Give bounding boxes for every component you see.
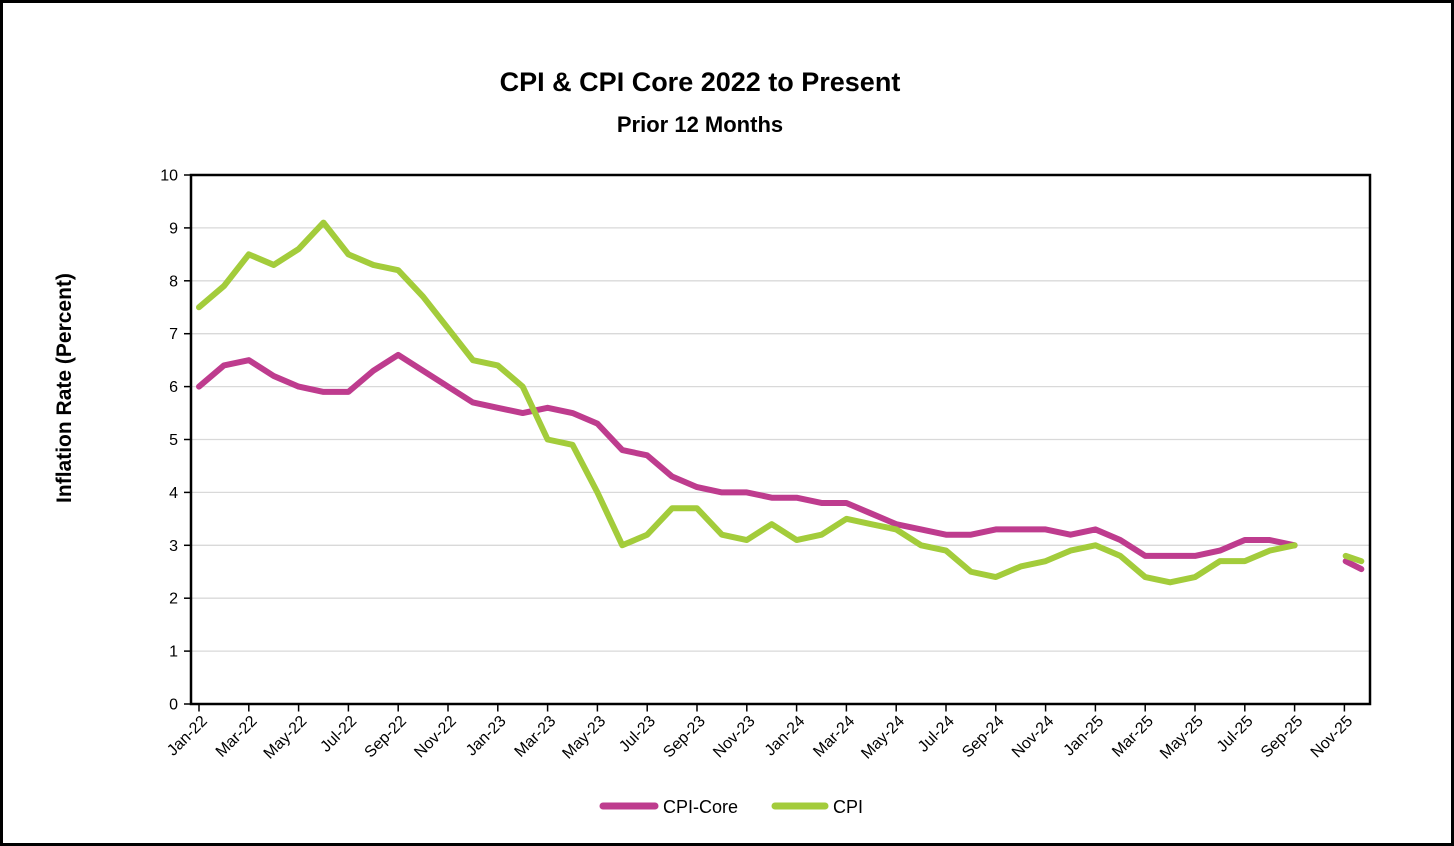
x-tick-label: Sep-24 bbox=[959, 713, 1008, 762]
x-tick-label: Mar-22 bbox=[213, 713, 261, 761]
y-tick-label: 5 bbox=[169, 432, 178, 449]
y-tick-label: 6 bbox=[169, 379, 178, 396]
series-lines bbox=[196, 219, 1365, 586]
chart-subtitle: Prior 12 Months bbox=[617, 112, 783, 137]
x-tick-label: Jan-24 bbox=[762, 713, 809, 760]
y-tick-label: 0 bbox=[169, 697, 178, 714]
x-tick-label: Jul-23 bbox=[616, 713, 659, 756]
x-tick-label: Sep-23 bbox=[660, 713, 709, 762]
cpi-core-partial-segment bbox=[1342, 558, 1365, 573]
cpi-core-line bbox=[196, 351, 1298, 559]
x-tick-label: May-22 bbox=[261, 713, 311, 763]
x-tick-label: Jul-25 bbox=[1214, 713, 1257, 756]
x-tick-label: Jul-22 bbox=[317, 713, 360, 756]
x-tick-label: Nov-23 bbox=[710, 713, 759, 762]
x-tick-label: Nov-22 bbox=[411, 713, 460, 762]
x-tick-label: May-24 bbox=[858, 713, 908, 763]
chart-title: CPI & CPI Core 2022 to Present bbox=[500, 67, 901, 97]
x-tick-label: Mar-24 bbox=[810, 713, 858, 761]
y-tick-label: 7 bbox=[169, 326, 178, 343]
y-tick-label: 1 bbox=[169, 644, 178, 661]
legend-label-cpi: CPI bbox=[833, 797, 863, 817]
x-tick-label: Jan-22 bbox=[164, 713, 211, 760]
y-tick-label: 3 bbox=[169, 538, 178, 555]
cpi-line bbox=[196, 219, 1298, 586]
x-tick-label: May-25 bbox=[1157, 713, 1207, 763]
y-tick-label: 9 bbox=[169, 220, 178, 237]
x-tick-label: May-23 bbox=[559, 713, 609, 763]
x-tick-label: Jan-25 bbox=[1061, 713, 1108, 760]
axes bbox=[184, 173, 1372, 712]
y-tick-label: 2 bbox=[169, 591, 178, 608]
y-axis-labels: 0 1 2 3 4 5 6 7 8 9 10 bbox=[160, 168, 178, 714]
gridlines bbox=[192, 227, 1369, 652]
y-tick-label: 4 bbox=[169, 485, 178, 502]
x-tick-label: Mar-23 bbox=[512, 713, 560, 761]
x-tick-label: Nov-24 bbox=[1009, 713, 1058, 762]
y-tick-label: 8 bbox=[169, 273, 178, 290]
x-tick-label: Jul-24 bbox=[915, 713, 958, 756]
legend-label-cpi-core: CPI-Core bbox=[663, 797, 738, 817]
legend: CPI-Core CPI bbox=[599, 797, 863, 817]
x-tick-label: Sep-25 bbox=[1258, 713, 1307, 762]
y-tick-label: 10 bbox=[160, 168, 178, 185]
x-tick-label: Jan-23 bbox=[463, 713, 510, 760]
y-axis-title: Inflation Rate (Percent) bbox=[53, 273, 76, 503]
x-tick-label: Mar-25 bbox=[1109, 713, 1157, 761]
x-axis-labels: Jan-22 Mar-22 May-22 Jul-22 Sep-22 Nov-22 Jan-… bbox=[164, 713, 1356, 763]
x-tick-label: Nov-25 bbox=[1308, 713, 1357, 762]
x-tick-label: Sep-22 bbox=[362, 713, 411, 762]
cpi-partial-segment bbox=[1342, 552, 1365, 565]
